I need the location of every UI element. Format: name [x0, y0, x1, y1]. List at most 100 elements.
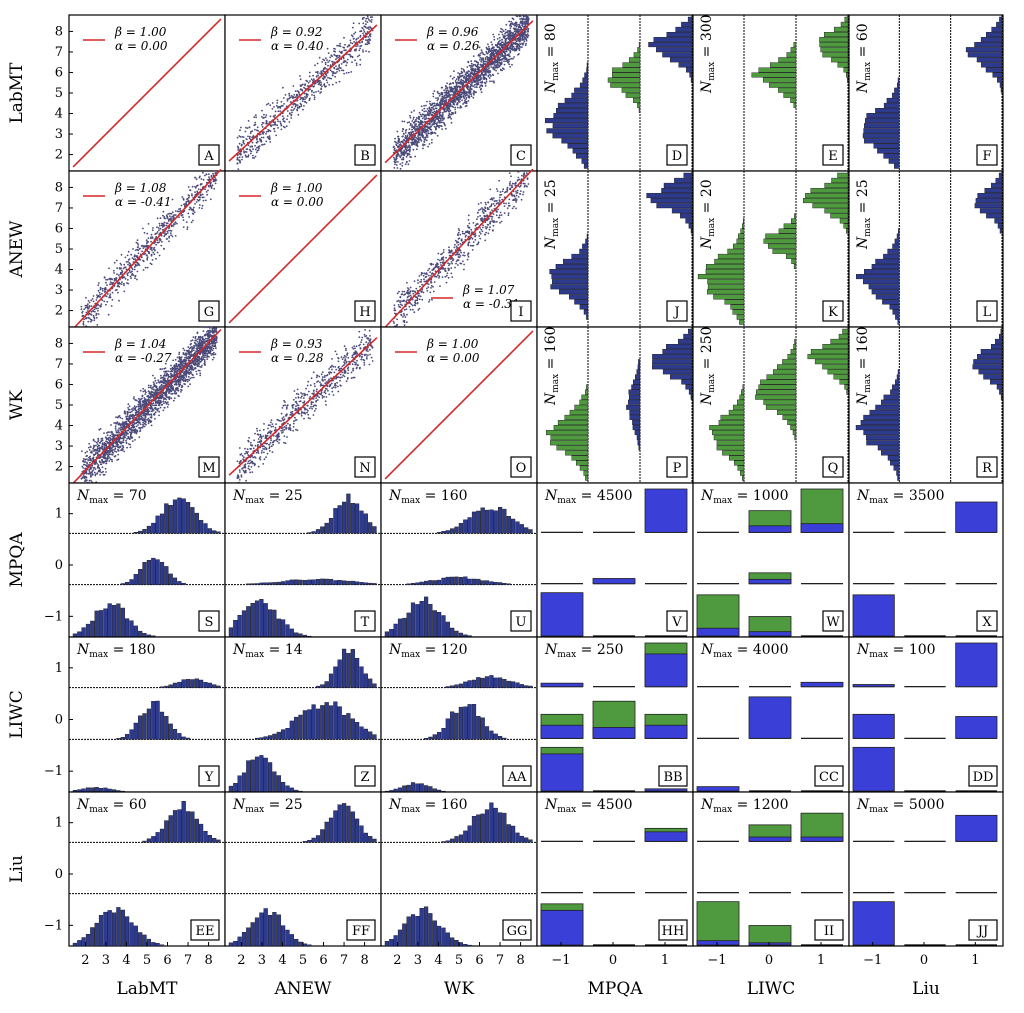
data-point: [162, 210, 165, 213]
data-point: [424, 136, 427, 139]
data-point: [369, 33, 372, 36]
data-point: [508, 172, 511, 175]
data-point: [527, 27, 529, 30]
data-point: [469, 88, 471, 91]
data-point: [369, 16, 372, 19]
data-point: [290, 109, 293, 111]
data-point: [490, 66, 493, 68]
data-point: [439, 119, 442, 122]
data-point: [293, 107, 296, 110]
data-point: [163, 235, 166, 238]
hist-bar: [549, 269, 589, 275]
hist-bar: [875, 294, 900, 300]
data-point: [93, 316, 95, 319]
data-point: [350, 34, 353, 37]
data-point: [491, 229, 494, 232]
data-point: [367, 17, 369, 20]
data-point: [516, 24, 519, 26]
data-point: [478, 46, 481, 49]
data-point: [84, 317, 87, 320]
data-point: [121, 281, 123, 283]
data-point: [274, 110, 277, 113]
data-point: [478, 74, 480, 77]
data-point: [241, 158, 243, 161]
data-point: [513, 49, 516, 52]
data-point: [142, 227, 144, 230]
hist-bar: [778, 87, 797, 93]
data-point: [486, 56, 489, 59]
data-point: [239, 129, 241, 132]
data-point: [127, 263, 129, 266]
data-point: [432, 92, 435, 95]
data-point: [432, 118, 435, 121]
data-point: [515, 201, 517, 203]
data-point: [489, 220, 492, 223]
data-point: [192, 219, 194, 222]
data-point: [194, 176, 197, 179]
data-point: [109, 296, 112, 299]
data-point: [404, 132, 407, 134]
data-point: [197, 188, 200, 191]
data-point: [433, 90, 436, 92]
data-point: [483, 60, 486, 63]
data-point: [487, 45, 490, 48]
data-point: [409, 294, 412, 297]
data-point: [412, 290, 415, 292]
data-point: [442, 267, 445, 270]
data-point: [507, 212, 510, 215]
data-point: [206, 326, 209, 329]
data-point: [507, 35, 510, 38]
data-point: [472, 69, 475, 72]
data-point: [522, 25, 524, 28]
data-point: [487, 232, 490, 235]
data-point: [299, 78, 302, 81]
data-point: [429, 271, 431, 273]
data-point: [303, 105, 305, 107]
data-point: [131, 257, 134, 259]
data-point: [354, 59, 356, 62]
data-point: [286, 110, 289, 112]
data-point: [265, 122, 267, 125]
data-point: [486, 52, 489, 55]
data-point: [458, 86, 461, 89]
data-point: [354, 31, 357, 34]
data-point: [134, 249, 137, 252]
data-point: [288, 112, 291, 115]
alpha-label: α = 0.00: [115, 39, 168, 53]
data-point: [427, 130, 430, 132]
data-point: [499, 30, 502, 33]
data-point: [499, 191, 502, 193]
data-point: [522, 175, 525, 178]
data-point: [413, 109, 415, 112]
data-point: [315, 71, 317, 74]
data-point: [88, 301, 91, 304]
data-point: [509, 65, 511, 68]
data-point: [447, 108, 450, 110]
data-point: [470, 64, 473, 67]
data-point: [522, 191, 525, 193]
data-point: [403, 149, 405, 152]
data-point: [445, 281, 448, 284]
data-point: [429, 112, 432, 115]
data-point: [125, 442, 128, 444]
data-point: [415, 117, 418, 119]
data-point: [248, 126, 251, 129]
hist-bar: [739, 319, 745, 325]
data-point: [454, 108, 457, 111]
data-point: [516, 37, 519, 40]
hist-bar: [790, 97, 797, 103]
data-point: [199, 175, 201, 178]
data-point: [471, 244, 474, 247]
data-point: [461, 82, 464, 84]
data-point: [480, 59, 483, 61]
data-point: [505, 60, 507, 63]
data-point: [462, 68, 465, 71]
data-point: [204, 188, 207, 191]
hist-bar: [678, 62, 693, 68]
data-point: [520, 34, 523, 37]
data-point: [438, 95, 441, 97]
data-point: [404, 146, 406, 148]
nmax-label: Nmax = 25: [855, 179, 873, 250]
hist-bar: [629, 57, 641, 63]
data-point: [323, 83, 326, 85]
